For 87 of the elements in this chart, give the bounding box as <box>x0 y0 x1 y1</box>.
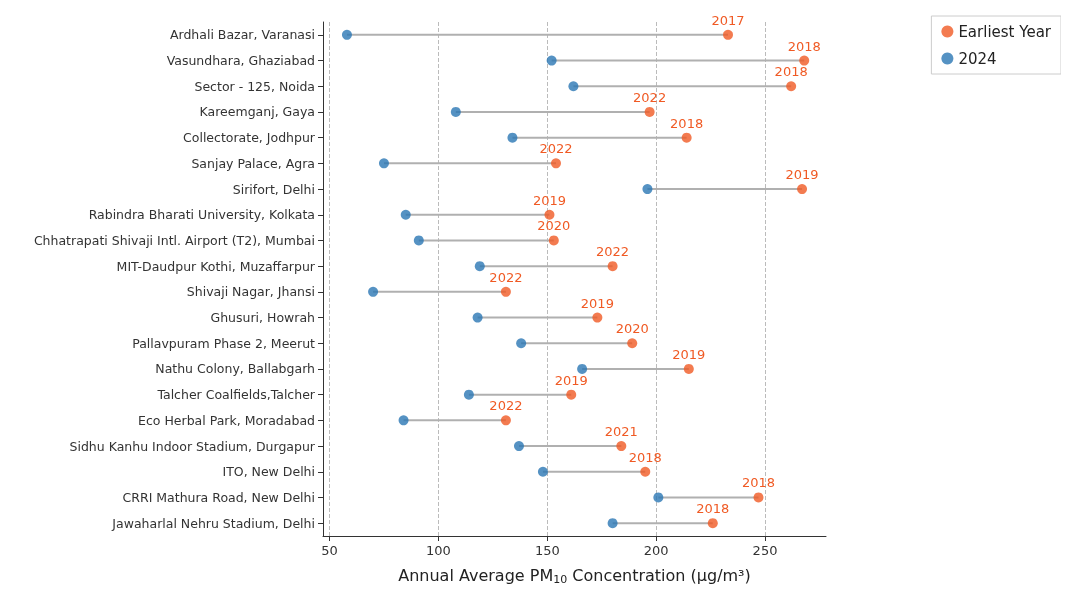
point <box>707 518 718 529</box>
y-tick-label: Nathu Colony, Ballabgarh <box>155 361 315 377</box>
legend-label: 2024 <box>958 49 997 68</box>
point <box>607 261 618 272</box>
y-tick-label: CRRI Mathura Road, New Delhi <box>122 489 315 505</box>
y-tick-label: Sector - 125, Noida <box>194 78 315 94</box>
annotation: 2022 <box>489 398 523 414</box>
point <box>592 312 603 323</box>
y-tick-label: Ghusuri, Howrah <box>210 310 315 326</box>
annotation: 2018 <box>787 38 821 54</box>
point <box>566 389 577 400</box>
point <box>616 441 627 452</box>
annotation: 2018 <box>741 475 776 491</box>
annotation: 2019 <box>532 192 567 208</box>
annotation: 2018 <box>774 64 808 80</box>
annotation: 2021 <box>604 424 638 440</box>
point <box>507 132 518 143</box>
point <box>642 184 653 195</box>
y-tick-label: Sidhu Kanhu Indoor Stadium, Durgapur <box>69 438 316 454</box>
point <box>627 338 638 349</box>
point <box>723 29 734 40</box>
annotation: 2019 <box>554 372 588 388</box>
y-tick-label: Sirifort, Delhi <box>232 181 315 197</box>
point <box>500 415 511 426</box>
point <box>753 492 764 503</box>
point <box>546 55 557 66</box>
point <box>463 389 474 400</box>
point <box>797 184 808 195</box>
y-tick-label: Shivaji Nagar, Jhansi <box>186 284 315 300</box>
y-tick-label: Talcher Coalfields,Talcher <box>156 387 316 403</box>
y-tick-label: MIT-Daudpur Kothi, Muzaffarpur <box>116 258 316 274</box>
y-tick-label: Sanjay Palace, Agra <box>191 155 315 171</box>
point <box>548 235 559 246</box>
point <box>413 235 424 246</box>
y-tick-label: Collectorate, Jodhpur <box>183 130 316 146</box>
point <box>368 286 379 297</box>
point <box>568 81 579 92</box>
y-tick-label: Ardhali Bazar, Varanasi <box>169 27 315 43</box>
point <box>607 518 618 529</box>
point <box>786 81 797 92</box>
annotation: 2022 <box>596 244 630 260</box>
point <box>500 286 511 297</box>
point <box>400 209 411 220</box>
point <box>537 466 548 477</box>
annotation: 2017 <box>711 12 745 28</box>
annotation: 2022 <box>539 141 573 157</box>
annotation: 2018 <box>670 115 704 131</box>
point <box>341 29 352 40</box>
x-tick-label: 100 <box>425 543 451 558</box>
point <box>683 363 694 374</box>
x-tick-label: 150 <box>534 543 560 558</box>
point <box>513 441 524 452</box>
legend-label: Earliest Year <box>958 22 1052 41</box>
y-tick-label: Rabindra Bharati University, Kolkata <box>88 207 315 223</box>
point <box>516 338 527 349</box>
point <box>378 158 389 169</box>
x-tick-label: 250 <box>752 543 778 558</box>
point <box>450 106 461 117</box>
y-tick-label: Pallavpuram Phase 2, Meerut <box>132 335 316 351</box>
annotation: 2022 <box>633 89 667 105</box>
point <box>640 466 651 477</box>
annotation: 2019 <box>672 346 706 362</box>
y-tick-label: Vasundhara, Ghaziabad <box>166 53 315 69</box>
point <box>544 209 555 220</box>
point <box>681 132 692 143</box>
point <box>799 55 810 66</box>
point <box>577 363 588 374</box>
point <box>653 492 664 503</box>
annotation: 2018 <box>696 501 730 517</box>
point <box>551 158 561 169</box>
y-tick-label: Chhatrapati Shivaji Intl. Airport (T2), Mumbai <box>33 232 315 248</box>
y-tick-label: Jawaharlal Nehru Stadium, Delhi <box>111 515 315 531</box>
annotation: 2019 <box>785 167 819 183</box>
point <box>474 261 485 272</box>
annotation: 2019 <box>580 295 614 311</box>
y-tick-label: Eco Herbal Park, Moradabad <box>138 412 315 428</box>
x-tick-label: 50 <box>321 543 338 558</box>
x-tick-label: 200 <box>643 543 669 558</box>
annotation: 2020 <box>615 321 649 337</box>
y-tick-label: Kareemganj, Gaya <box>199 104 315 120</box>
y-tick-label: ITO, New Delhi <box>222 464 315 480</box>
annotation: 2018 <box>628 449 662 465</box>
annotation: 2020 <box>537 218 571 234</box>
annotation: 2022 <box>489 269 523 285</box>
point <box>398 415 409 426</box>
point <box>472 312 483 323</box>
point <box>644 106 655 117</box>
